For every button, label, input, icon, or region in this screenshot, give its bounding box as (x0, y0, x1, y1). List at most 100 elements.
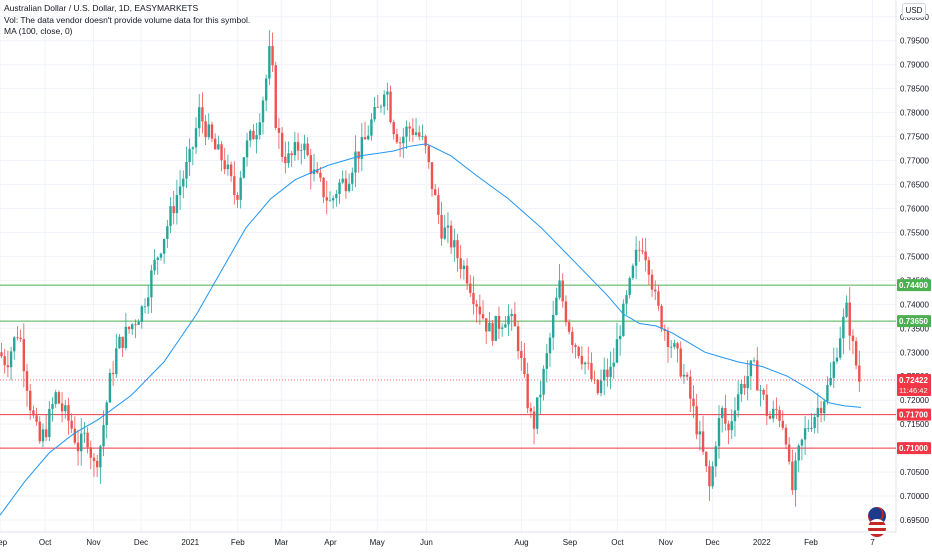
candle-body (459, 258, 462, 270)
candle-body (669, 346, 673, 348)
candle-body (772, 408, 775, 419)
candle-body (411, 128, 415, 135)
candle-body (717, 418, 721, 447)
volume-note: Vol: The data vendor doesn't provide vol… (4, 14, 251, 25)
candle-body (574, 345, 577, 347)
candle-body (708, 466, 711, 487)
candle-body (778, 409, 781, 421)
candle-body (351, 172, 354, 184)
candle-body (264, 78, 268, 101)
candle-body (166, 226, 169, 239)
ma-100-line[interactable] (0, 143, 862, 516)
candle-body (548, 337, 552, 354)
candle-body (583, 362, 587, 365)
current-price-label: 0.72422 (899, 376, 928, 385)
candle-body (300, 150, 303, 152)
ma-indicator-label[interactable]: MA (100, close, 0) (4, 26, 73, 36)
candle-body (296, 142, 300, 151)
candle-body (536, 397, 539, 429)
candle-body (6, 365, 10, 368)
candle-body (121, 336, 124, 348)
candle-body (590, 363, 593, 380)
candle-body (465, 265, 469, 284)
candle-body (733, 410, 737, 422)
level-price-label: 0.71700 (899, 411, 928, 420)
candle-body (316, 169, 319, 173)
candle-body (156, 257, 159, 260)
candle-body (749, 360, 753, 377)
candle-body (274, 65, 277, 128)
y-tick-label: 0.73500 (900, 324, 929, 333)
candle-body (140, 306, 144, 322)
x-tick-label: Feb (231, 538, 245, 547)
candle-body (618, 335, 622, 340)
candle-body (38, 421, 41, 442)
candle-body (545, 353, 548, 369)
y-tick-label: 0.75000 (900, 252, 929, 261)
candle-body (287, 153, 290, 164)
candle-body (118, 336, 121, 349)
candle-body (70, 420, 73, 429)
candle-body (711, 466, 714, 487)
candle-body (475, 304, 478, 307)
candle-body (634, 249, 638, 266)
candle-body (182, 178, 185, 187)
y-tick-label: 0.74000 (900, 300, 929, 309)
candle-body (510, 314, 513, 317)
x-tick-label: 2022 (753, 538, 771, 547)
candle-body (277, 127, 281, 133)
candle-body (826, 385, 829, 402)
candle-body (3, 356, 6, 366)
candle-body (705, 451, 708, 467)
y-tick-label: 0.70000 (900, 492, 929, 501)
candle-body (309, 155, 313, 174)
candle-body (523, 357, 526, 374)
candle-body (306, 143, 309, 156)
candle-body (641, 250, 644, 252)
candle-body (19, 337, 22, 340)
candle-body (303, 143, 306, 151)
candle-body (22, 339, 26, 372)
candle-body (284, 156, 287, 164)
candle-body (819, 407, 823, 414)
candle-body (472, 292, 475, 305)
candle-body (255, 135, 258, 140)
y-tick-label: 0.72000 (900, 396, 929, 405)
candle-body (341, 178, 344, 183)
candle-body (236, 195, 239, 200)
candle-body (851, 335, 855, 342)
x-tick-label: Sep (0, 538, 8, 547)
symbol-title[interactable]: Australian Dollar / U.S. Dollar, 1D, EAS… (4, 3, 199, 13)
candle-body (328, 200, 332, 202)
candle-body (191, 147, 195, 149)
candle-body (781, 420, 784, 428)
currency-button[interactable]: USD (902, 3, 926, 18)
candle-body (520, 351, 523, 358)
candle-body (335, 193, 338, 199)
candle-body (650, 274, 654, 290)
candle-body (347, 183, 351, 192)
y-tick-label: 0.73000 (900, 348, 929, 357)
candle-body (612, 362, 615, 367)
candle-body (258, 122, 261, 136)
candle-body (516, 326, 520, 352)
candle-body (124, 326, 128, 348)
candle-body (389, 91, 392, 123)
candle-body (331, 198, 335, 201)
candle-body (797, 445, 800, 461)
candle-body (638, 249, 641, 251)
candle-body (481, 314, 485, 319)
candle-body (386, 91, 389, 95)
candle-body (596, 379, 600, 394)
candle-body (720, 407, 724, 419)
candle-body (599, 380, 603, 394)
candle-body (405, 126, 408, 137)
candle-body (360, 137, 364, 159)
candle-body (398, 142, 402, 144)
y-tick-label: 0.71500 (900, 420, 929, 429)
candle-body (679, 348, 682, 377)
candle-body (848, 302, 851, 336)
candle-body (462, 265, 466, 270)
